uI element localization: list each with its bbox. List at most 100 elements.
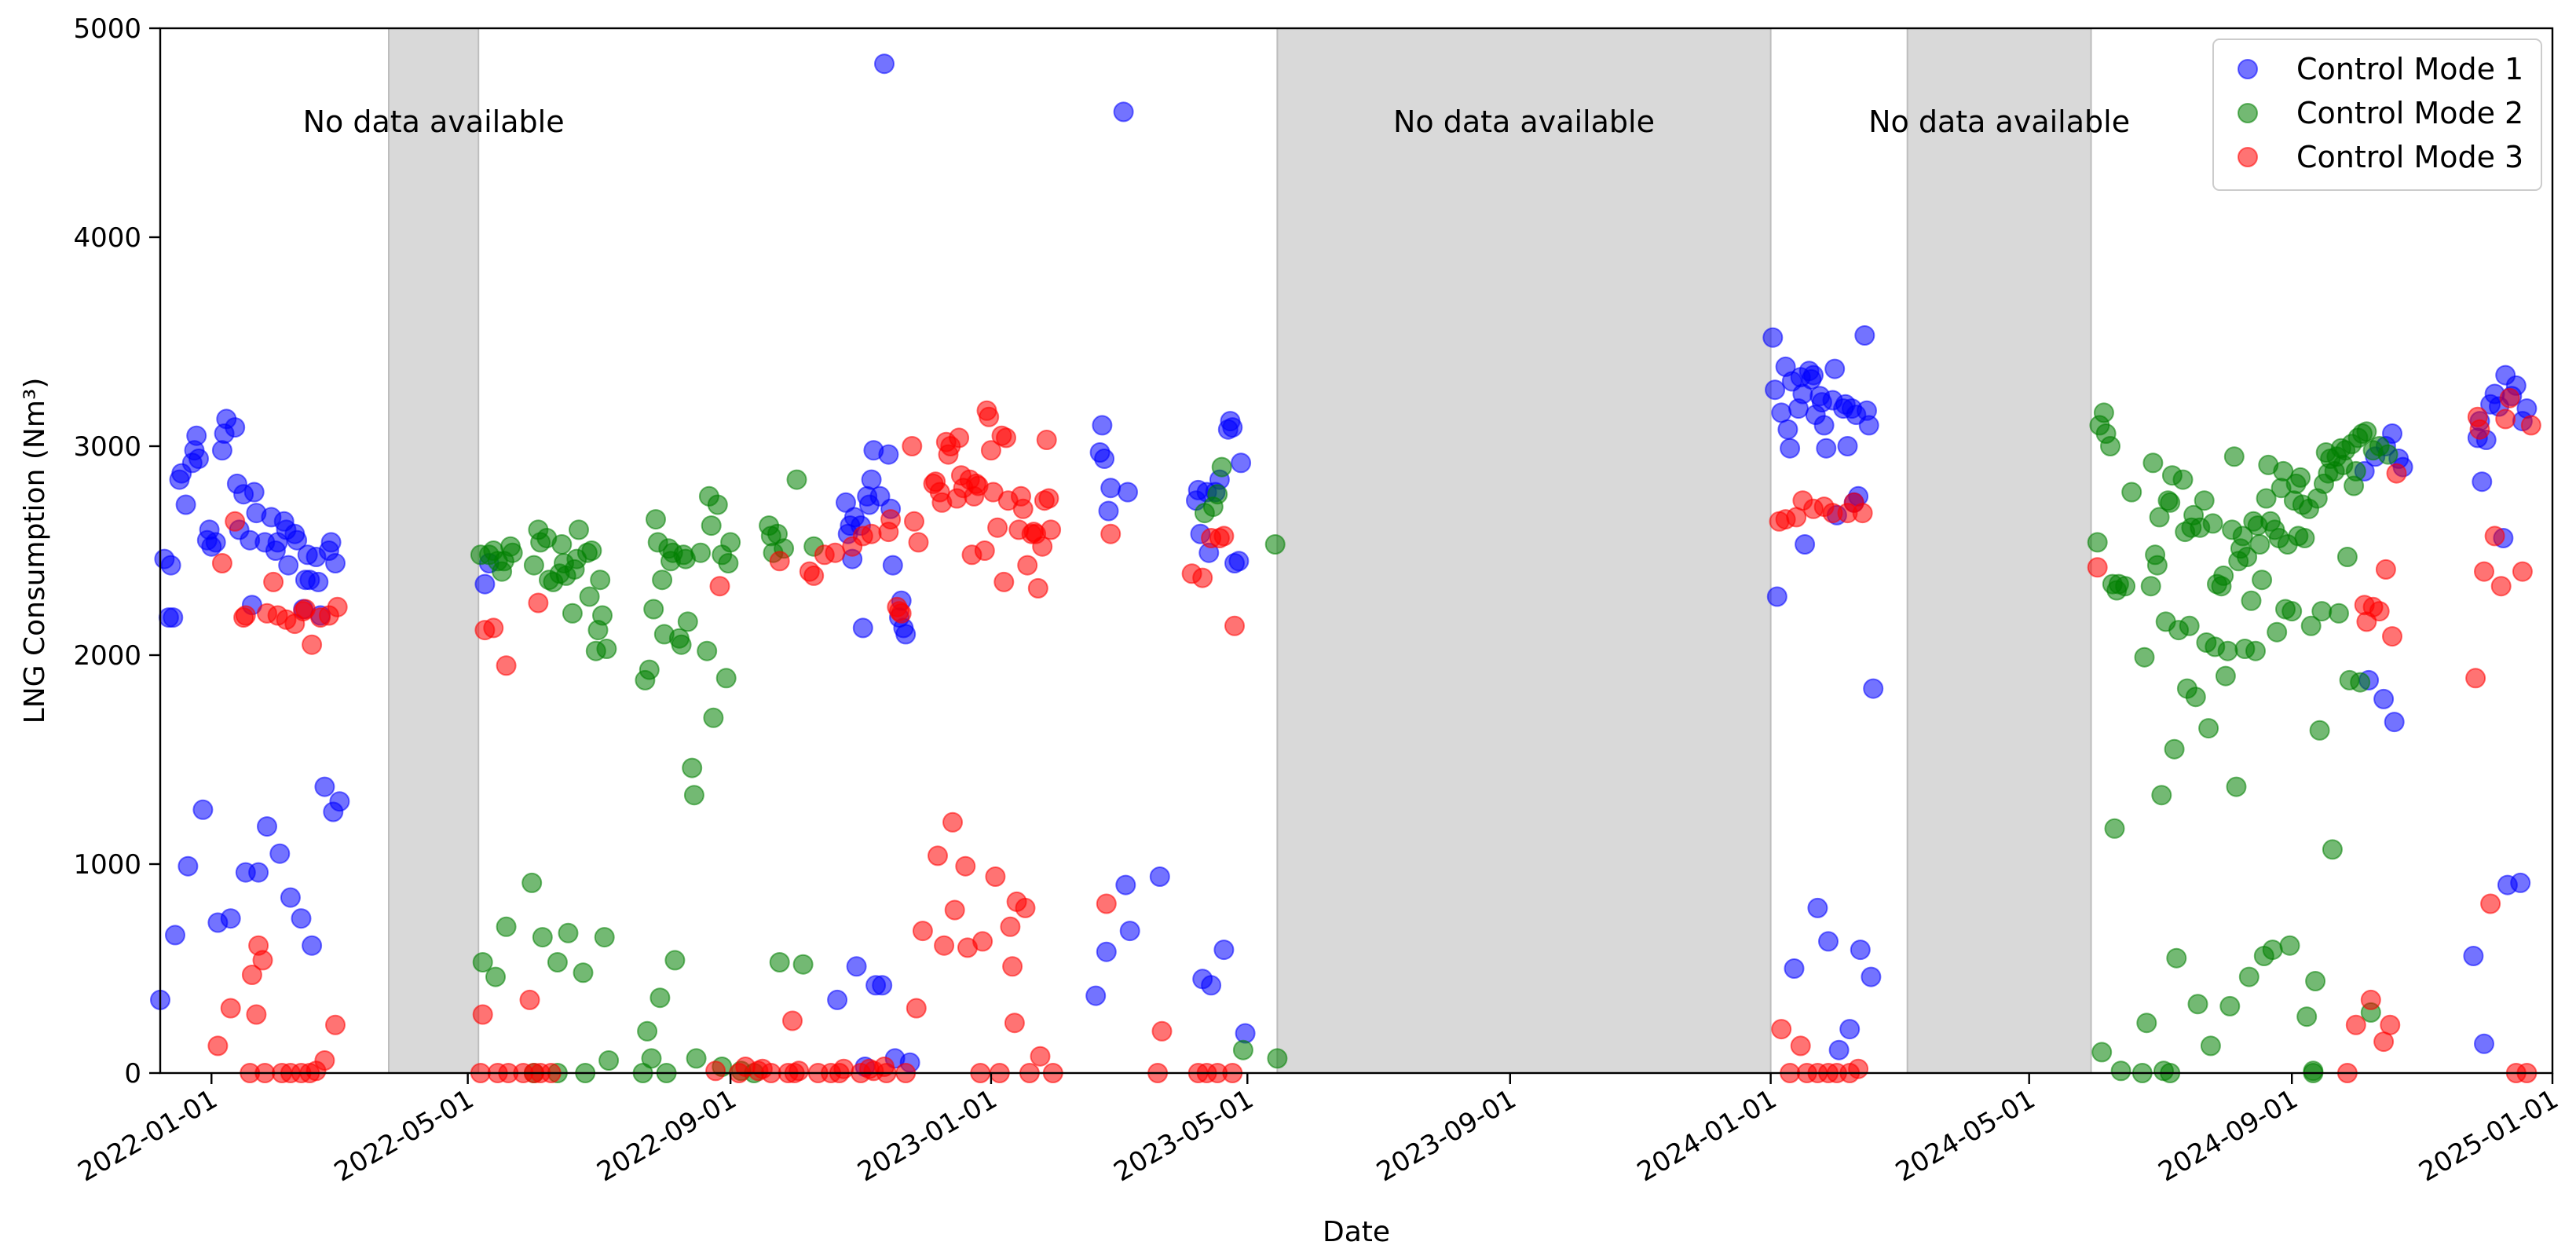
data-point	[1041, 519, 1062, 540]
data-point	[769, 551, 790, 572]
no-data-band-2	[1277, 28, 1771, 1073]
data-point	[165, 925, 185, 946]
data-point	[2350, 672, 2371, 693]
data-point	[878, 444, 899, 465]
data-point	[1777, 419, 1798, 440]
data-point	[257, 816, 277, 837]
data-point	[551, 534, 573, 555]
data-point	[1151, 1020, 1173, 1042]
no-data-label-2: No data available	[1393, 104, 1655, 139]
data-point	[1113, 101, 1134, 123]
data-point	[677, 611, 698, 632]
data-point	[861, 523, 882, 544]
series-1	[150, 53, 2538, 1077]
data-point	[175, 494, 196, 515]
data-point	[2213, 565, 2234, 586]
data-point	[1850, 940, 1871, 961]
data-point	[949, 427, 970, 449]
data-point	[2345, 1014, 2366, 1035]
data-point	[1092, 415, 1113, 436]
data-point	[1795, 534, 1816, 555]
data-point	[2311, 601, 2333, 622]
data-point	[789, 1060, 810, 1082]
data-point	[872, 975, 893, 996]
data-point	[2384, 712, 2405, 733]
data-point	[1803, 364, 1824, 386]
data-point	[562, 603, 583, 624]
data-point	[2134, 646, 2155, 668]
data-point	[2373, 688, 2395, 709]
data-point	[664, 950, 686, 971]
data-point	[594, 927, 615, 948]
data-point	[2110, 1060, 2131, 1082]
data-point	[1828, 1039, 1850, 1060]
data-point	[211, 553, 232, 573]
data-point	[2146, 555, 2168, 576]
data-point	[827, 989, 848, 1010]
data-point	[2121, 482, 2142, 503]
data-point	[532, 927, 553, 948]
data-point	[2290, 467, 2311, 488]
data-point	[641, 1048, 662, 1069]
data-point	[697, 640, 718, 661]
data-point	[2252, 570, 2273, 591]
data-point	[2474, 1033, 2494, 1054]
data-point	[2198, 718, 2219, 739]
legend: Control Mode 1 Control Mode 2 Control Mode…	[2212, 38, 2542, 191]
data-point	[2465, 668, 2486, 689]
data-point	[2172, 469, 2194, 490]
data-point	[1098, 500, 1119, 522]
data-point	[519, 989, 540, 1010]
data-point	[904, 511, 924, 532]
data-point	[912, 921, 933, 942]
data-point	[2510, 872, 2531, 893]
no-data-annotations: No data available No data available No dat…	[303, 104, 2130, 139]
data-point	[2104, 818, 2125, 839]
y-tick-label: 0	[124, 1058, 141, 1090]
data-point	[1839, 1019, 1861, 1040]
data-point	[592, 605, 613, 626]
data-point	[1863, 678, 1884, 699]
data-point	[972, 931, 993, 952]
data-point	[2179, 615, 2200, 636]
data-point	[2202, 513, 2223, 534]
data-point	[792, 954, 814, 975]
data-point	[1231, 452, 1252, 474]
data-point	[902, 436, 923, 456]
y-axis-title: LNG Consumption (Nm³)	[19, 378, 51, 724]
data-point	[235, 605, 256, 626]
data-point	[2215, 665, 2236, 687]
data-point	[1264, 534, 1286, 555]
data-point	[1784, 958, 1805, 979]
data-point	[2512, 561, 2533, 582]
y-axis: 0 1000 2000 3000 4000 5000	[73, 13, 160, 1090]
data-point	[302, 935, 323, 956]
data-point	[2100, 436, 2120, 456]
data-point	[690, 542, 712, 563]
data-point	[2484, 526, 2505, 547]
data-point	[528, 592, 549, 614]
data-point	[1015, 897, 1036, 918]
data-point	[2149, 507, 2170, 528]
no-data-label-1: No data available	[303, 104, 565, 139]
data-point	[718, 553, 739, 573]
data-point	[1854, 325, 1875, 346]
data-point	[1094, 449, 1115, 469]
data-point	[2166, 947, 2187, 969]
data-point	[521, 872, 543, 893]
data-point	[861, 469, 882, 490]
data-point	[485, 966, 506, 987]
data-point	[643, 599, 664, 620]
data-point	[329, 791, 350, 812]
data-point	[1118, 482, 1138, 503]
data-point	[2245, 640, 2266, 661]
data-point	[782, 1010, 803, 1031]
data-point	[2322, 839, 2343, 860]
data-point	[1780, 438, 1801, 459]
data-point	[701, 515, 722, 537]
data-point	[2294, 528, 2315, 548]
data-point	[2463, 946, 2484, 966]
data-point	[225, 417, 246, 438]
data-point	[637, 1020, 658, 1042]
data-point	[569, 519, 589, 540]
